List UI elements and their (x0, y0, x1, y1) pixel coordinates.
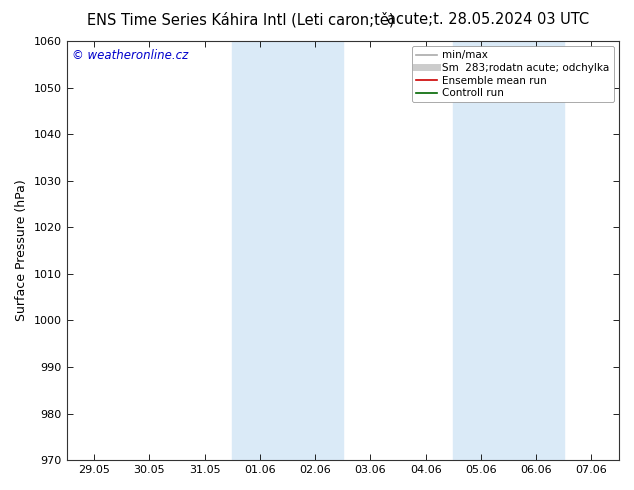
Legend: min/max, Sm  283;rodatn acute; odchylka, Ensemble mean run, Controll run: min/max, Sm 283;rodatn acute; odchylka, … (412, 46, 614, 102)
Text: © weatheronline.cz: © weatheronline.cz (72, 49, 188, 62)
Bar (232, 41, 343, 460)
Y-axis label: Surface Pressure (hPa): Surface Pressure (hPa) (15, 180, 28, 321)
Text: acute;t. 28.05.2024 03 UTC: acute;t. 28.05.2024 03 UTC (387, 12, 589, 27)
Text: ENS Time Series Káhira Intl (Leti caron;tě): ENS Time Series Káhira Intl (Leti caron;… (87, 12, 395, 28)
Bar (453, 41, 564, 460)
